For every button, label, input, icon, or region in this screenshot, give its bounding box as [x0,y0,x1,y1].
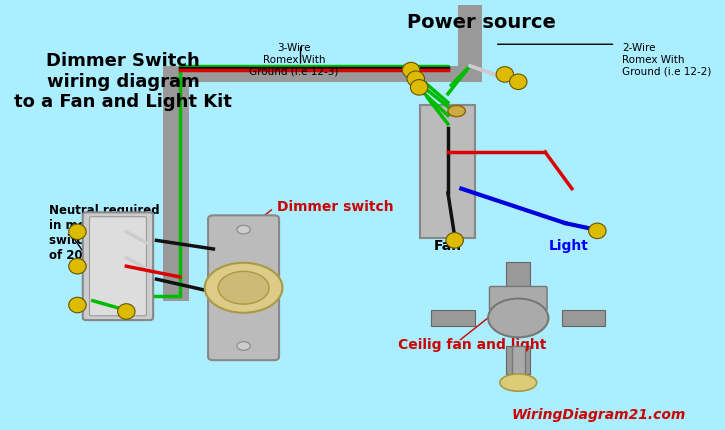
Ellipse shape [69,298,86,313]
Text: Neutral required
in most  new
switch box as
of 2011 NEC: Neutral required in most new switch box … [49,203,160,261]
Text: WiringDiagram21.com: WiringDiagram21.com [511,408,686,421]
Polygon shape [431,310,475,326]
Ellipse shape [402,63,420,79]
Ellipse shape [589,224,606,239]
FancyBboxPatch shape [420,105,476,239]
Ellipse shape [117,304,135,319]
Ellipse shape [446,233,463,249]
Text: Light: Light [548,238,588,252]
Ellipse shape [496,68,513,83]
Circle shape [218,272,269,304]
Ellipse shape [510,75,527,90]
Ellipse shape [69,259,86,274]
FancyBboxPatch shape [89,217,146,316]
Text: 3-Wire
Romex With
Ground (i.e 12-3): 3-Wire Romex With Ground (i.e 12-3) [249,43,339,76]
FancyBboxPatch shape [83,213,153,320]
Ellipse shape [69,224,86,240]
Text: Power source: Power source [407,13,556,32]
Ellipse shape [500,374,536,391]
FancyBboxPatch shape [458,6,482,83]
Text: 2-Wire
Romex With
Ground (i.e 12-2): 2-Wire Romex With Ground (i.e 12-2) [622,43,711,76]
Polygon shape [506,346,530,374]
Circle shape [237,342,250,350]
FancyBboxPatch shape [163,67,188,301]
Text: Dimmer Switch
wiring diagram
to a Fan and Light Kit: Dimmer Switch wiring diagram to a Fan an… [14,52,232,111]
Ellipse shape [407,72,424,87]
Circle shape [237,226,250,234]
Circle shape [204,263,283,313]
Circle shape [448,106,465,117]
FancyBboxPatch shape [208,216,279,360]
FancyBboxPatch shape [489,287,547,311]
Polygon shape [562,310,605,326]
Text: Ceilig fan and light: Ceilig fan and light [398,337,546,351]
Ellipse shape [410,80,428,96]
Text: Fan: Fan [434,238,462,252]
Text: Dimmer switch: Dimmer switch [277,200,394,213]
Polygon shape [506,262,530,290]
Circle shape [488,299,548,338]
FancyBboxPatch shape [512,346,525,374]
FancyBboxPatch shape [163,67,461,83]
